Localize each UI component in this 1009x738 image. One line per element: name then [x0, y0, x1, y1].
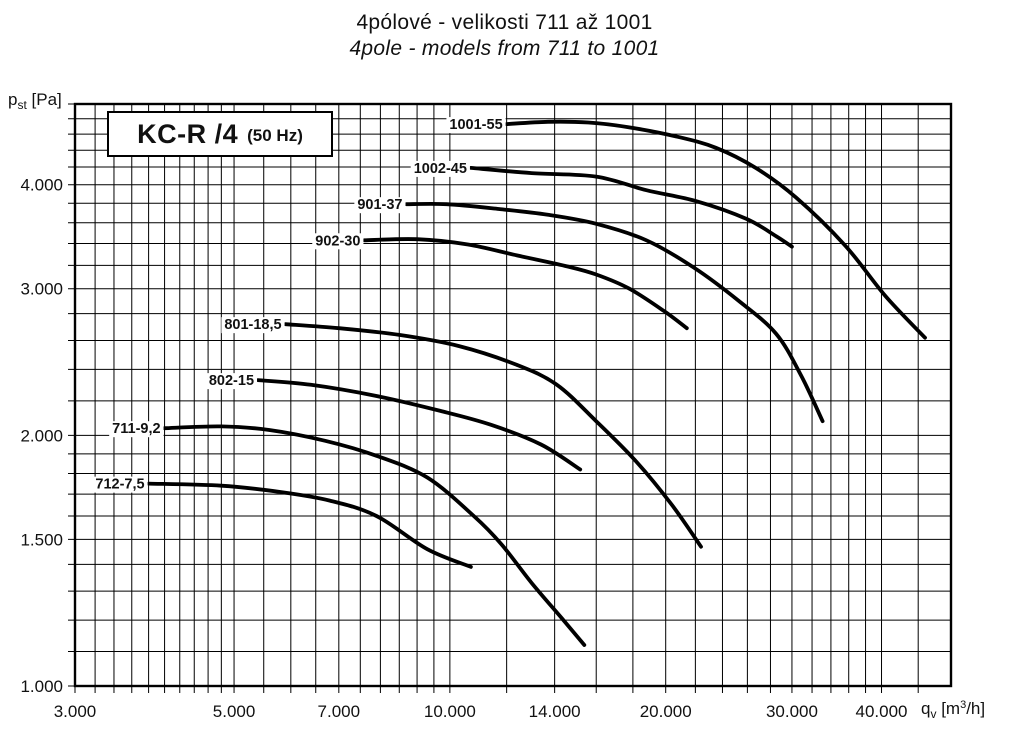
curve-label-711-9,2: 711-9,2 — [112, 421, 160, 437]
curve-711-9,2 — [162, 424, 587, 647]
x-tick-label: 10.000 — [424, 702, 476, 721]
curve-label-mask — [205, 373, 258, 390]
x-axis-unit-label: qv [m3/h] — [921, 699, 985, 721]
x-tick-label: 14.000 — [529, 702, 581, 721]
title-english: 4pole - models from 711 to 1001 — [349, 37, 660, 60]
x-tick-label: 20.000 — [640, 702, 692, 721]
curve-label-1001-55: 1001-55 — [449, 117, 502, 133]
y-axis-unit: [Pa] — [26, 90, 62, 109]
curve-label-mask — [410, 160, 470, 177]
curve-label-801-18,5: 801-18,5 — [224, 317, 281, 333]
x-tick-label: 5.000 — [213, 702, 256, 721]
x-axis-unit-open: [m — [936, 699, 961, 718]
curve-label-802-15: 802-15 — [209, 373, 254, 389]
curve-712-7,5 — [146, 481, 473, 569]
y-tick-label: 4.000 — [20, 176, 63, 195]
curve-label-mask — [221, 317, 285, 334]
x-tick-label: 7.000 — [318, 702, 361, 721]
curve-label-902-30: 902-30 — [315, 233, 360, 249]
y-tick-label: 1.000 — [20, 677, 63, 696]
x-axis-symbol: q — [921, 699, 931, 718]
curve-801-18,5 — [283, 322, 703, 549]
x-axis-unit-exponent: 3 — [960, 699, 967, 711]
model-series-box: KC-R /4 (50 Hz) — [107, 111, 333, 157]
y-axis-symbol: p — [8, 90, 18, 109]
y-tick-label: 1.500 — [20, 530, 63, 549]
curve-label-712-7,5: 712-7,5 — [95, 477, 144, 493]
x-tick-label: 40.000 — [856, 702, 908, 721]
model-series-name: KC-R /4 — [137, 118, 239, 149]
curve-902-30 — [362, 237, 689, 331]
curve-label-mask — [109, 421, 164, 438]
plot-border — [73, 102, 953, 688]
curve-label-1002-45: 1002-45 — [414, 161, 467, 177]
page-title: 4pólové - velikosti 711 až 1001 4pole - … — [0, 10, 1009, 62]
x-axis-unit-close: /h] — [966, 699, 986, 718]
y-axis-unit-label: pst [Pa] — [8, 90, 62, 112]
curve-label-mask — [354, 197, 406, 214]
y-axis-subscript: st — [17, 98, 27, 112]
curve-1002-45 — [469, 166, 794, 249]
y-tick-label: 2.000 — [20, 426, 63, 445]
title-czech: 4pólové - velikosti 711 až 1001 — [356, 11, 653, 34]
curve-label-mask — [312, 233, 364, 250]
curve-label-901-37: 901-37 — [357, 197, 402, 213]
curve-label-mask — [446, 117, 506, 134]
curve-901-37 — [404, 201, 825, 424]
y-tick-label: 3.000 — [20, 280, 63, 299]
x-axis-subscript: v — [930, 707, 937, 721]
curve-802-15 — [256, 378, 583, 472]
curve-1001-55 — [504, 119, 927, 340]
x-tick-label: 30.000 — [766, 702, 818, 721]
model-series-frequency: (50 Hz) — [247, 125, 303, 145]
curve-label-mask — [92, 476, 148, 493]
x-tick-label: 3.000 — [54, 702, 97, 721]
